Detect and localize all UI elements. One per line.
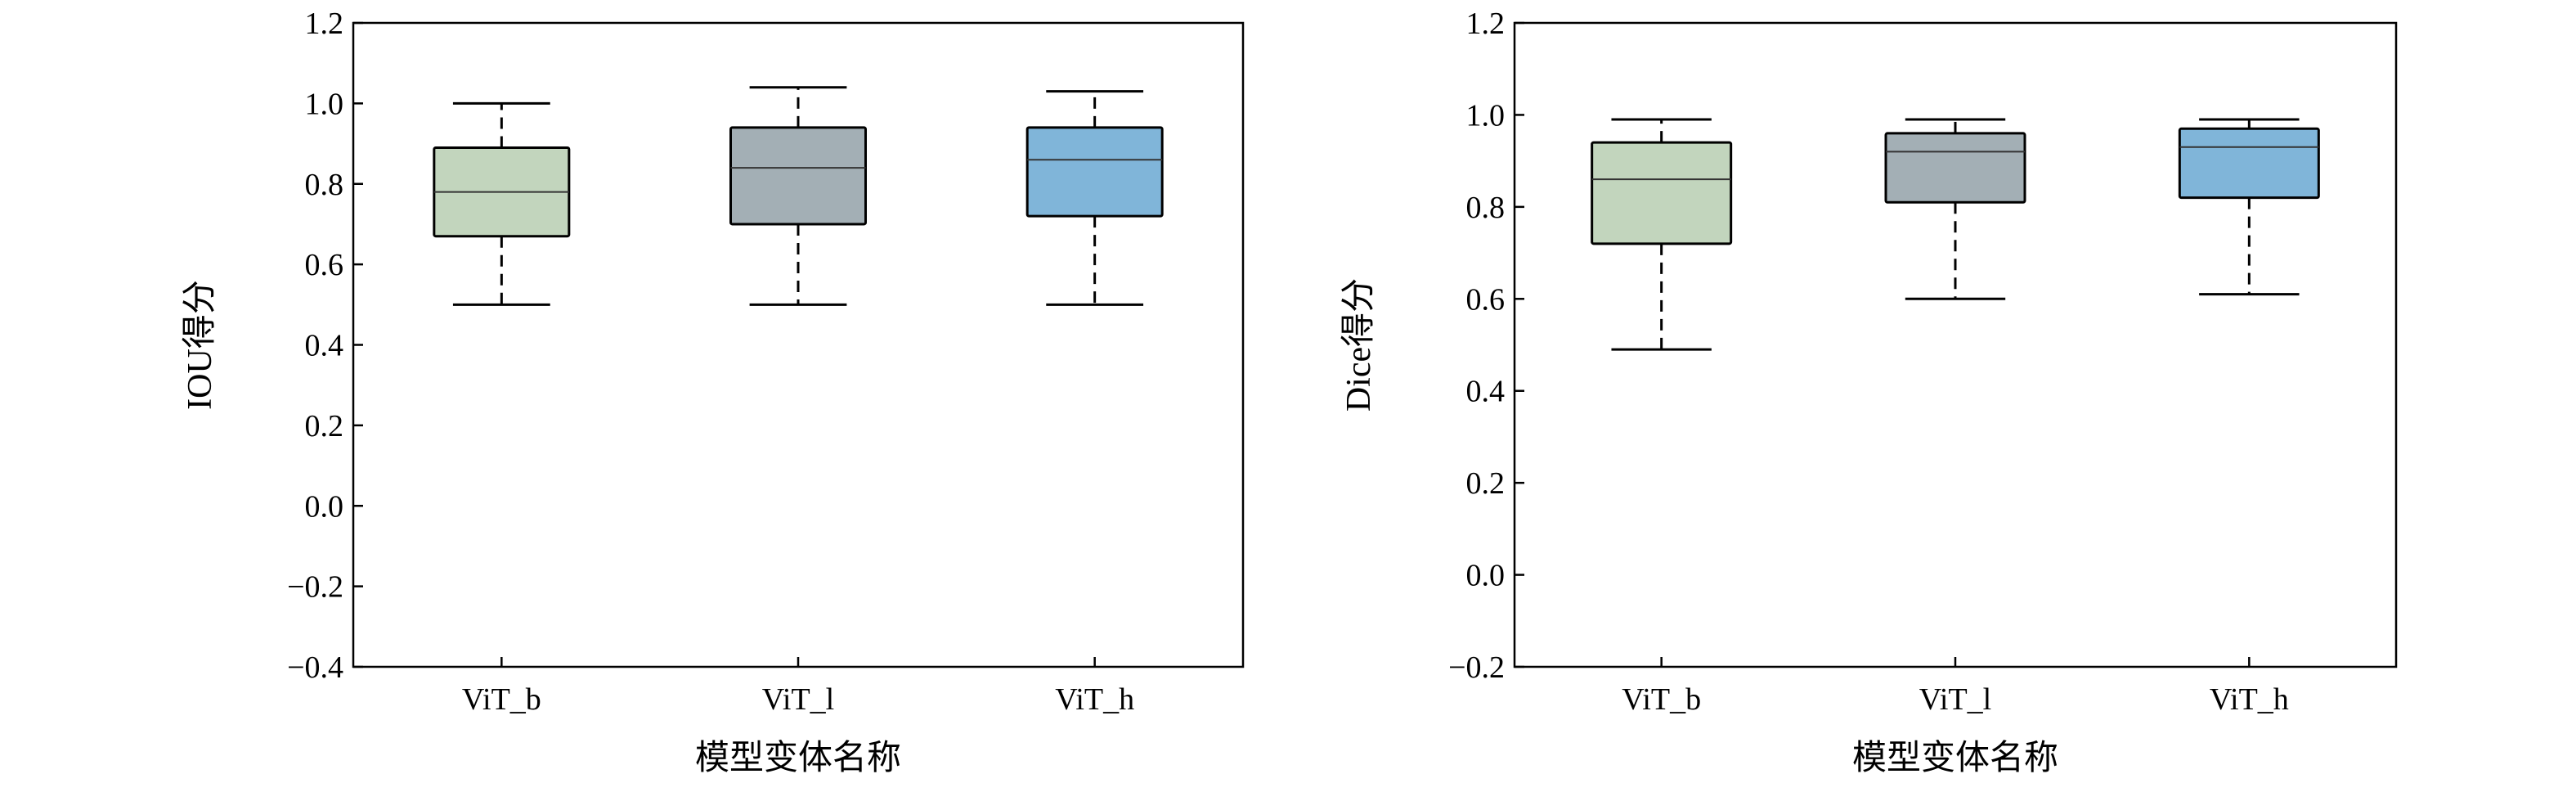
- x-tick-label: ViT_b: [1622, 682, 1701, 717]
- x-tick-label: ViT_h: [2210, 682, 2289, 717]
- y-tick-label: 0.8: [305, 168, 344, 202]
- y-tick-label: 1.2: [1466, 7, 1506, 41]
- y-tick-label: 0.6: [305, 248, 344, 282]
- box-ViT_h: [1025, 90, 1164, 306]
- y-tick-label: 1.0: [1466, 98, 1506, 133]
- iqr-box: [1884, 132, 2026, 204]
- box-ViT_h: [2178, 118, 2320, 296]
- x-tick-label: ViT_h: [1055, 682, 1134, 717]
- y-axis-title: Dice得分: [1340, 278, 1378, 412]
- y-tick-label: 0.0: [1466, 559, 1506, 593]
- y-axis-title: IOU得分: [182, 280, 219, 410]
- iqr-box: [1591, 141, 1733, 245]
- y-tick-label: −0.4: [287, 650, 343, 685]
- chart-right: −0.2 0.0 0.2 0.4 0.6 0.8 1.0 1.2 ViT_b ViT_l ViT_h…: [1340, 7, 2398, 777]
- iqr-box: [1025, 126, 1164, 218]
- y-tick-label: 0.0: [305, 489, 344, 524]
- x-axis-title: 模型变体名称: [695, 739, 901, 777]
- y-tick-label: 0.8: [1466, 191, 1506, 225]
- x-tick-label: ViT_b: [462, 682, 541, 717]
- x-axis-title: 模型变体名称: [1852, 739, 2058, 777]
- box-ViT_b: [1591, 118, 1733, 351]
- y-tick-label: −0.2: [1448, 650, 1505, 685]
- y-tick-label: 0.4: [1466, 375, 1506, 409]
- x-tick-label: ViT_l: [1919, 682, 1992, 717]
- y-tick-label: 0.4: [305, 329, 344, 363]
- box-ViT_l: [729, 86, 867, 306]
- y-tick-label: 1.0: [305, 87, 344, 121]
- y-tick-label: 1.2: [305, 7, 344, 41]
- x-tick-label: ViT_l: [762, 682, 835, 717]
- box-ViT_l: [1884, 118, 2026, 300]
- y-tick-label: 0.2: [305, 409, 344, 443]
- iqr-box: [2178, 127, 2320, 200]
- y-tick-label: 0.6: [1466, 282, 1506, 317]
- y-tick-label: 0.2: [1466, 466, 1506, 501]
- iqr-box: [729, 126, 867, 226]
- box-ViT_b: [433, 101, 571, 306]
- y-tick-label: −0.2: [287, 570, 343, 605]
- chart-left: −0.4 −0.2 0.0 0.2 0.4 0.6 0.8 1.0 1.2 ViT_b ViT_l V…: [182, 7, 1245, 777]
